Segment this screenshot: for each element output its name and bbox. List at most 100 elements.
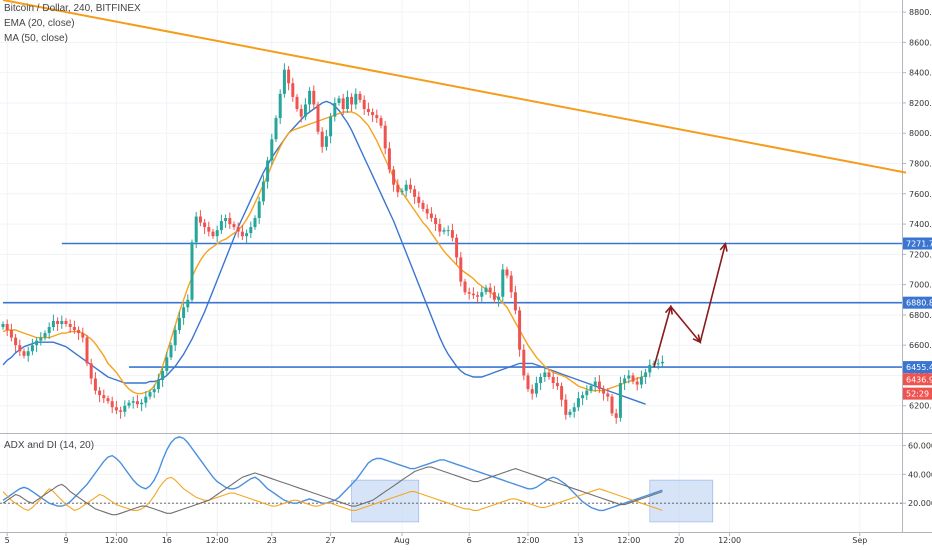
candle-body (224, 218, 228, 222)
price-tick-label: 6800.0 (909, 311, 932, 320)
candle-body (144, 396, 148, 403)
projection-arrows[interactable] (653, 241, 728, 368)
candle-body (518, 310, 522, 350)
candle-body (135, 401, 139, 405)
current-price-badge[interactable] (903, 373, 932, 386)
candle-body (30, 345, 34, 352)
candle-body (648, 364, 652, 373)
indicator-axis[interactable]: 60.0000 40.0000 20.0000 (902, 442, 932, 509)
candle-body (102, 395, 106, 399)
time-tick-label: 6 (467, 536, 472, 545)
candle-body (543, 372, 547, 377)
candle-body (198, 216, 202, 223)
candle-body (173, 330, 177, 346)
candle-body (85, 337, 89, 364)
candle-body (476, 295, 480, 297)
pane-divider[interactable] (0, 0, 932, 533)
legend-ma[interactable]: MA (50, close) (4, 33, 68, 44)
level-price-badge[interactable] (903, 237, 932, 250)
trendline[interactable] (2, 0, 907, 174)
candle-body (98, 390, 102, 396)
level-price-label: 7271.7 (906, 239, 932, 248)
candle-body (551, 376, 555, 384)
candle-body (60, 320, 64, 324)
candle-body (656, 363, 660, 365)
candle-body (522, 349, 526, 376)
level-price-badge[interactable] (903, 361, 932, 374)
highlight-box[interactable] (351, 479, 420, 523)
candle-body (56, 320, 60, 324)
arrow-head[interactable] (692, 334, 702, 344)
candle-body (623, 378, 627, 384)
time-tick-label: 12:00 (516, 536, 539, 545)
candle-body (270, 139, 274, 161)
candle-body (114, 407, 118, 411)
candle-body (358, 93, 362, 100)
candle-body (392, 169, 396, 185)
price-tick-label: 7200.0 (909, 250, 932, 259)
candle-body (211, 231, 215, 237)
adx-line (2, 436, 663, 512)
candle-body (282, 69, 286, 94)
candle-body (320, 131, 324, 147)
candle-body (190, 242, 194, 300)
candle-body (564, 399, 568, 415)
candle-body (387, 148, 391, 170)
candle-body (434, 218, 438, 225)
highlight-box[interactable] (649, 479, 714, 523)
level-price-label: 6880.8 (906, 299, 932, 308)
legend-ema[interactable]: EMA (20, close) (4, 18, 75, 29)
candle-body (366, 109, 370, 113)
time-axis[interactable]: 5 9 12:00 16 12:00 23 27 Aug 6 12:00 13 12:00 20 12:0… (5, 532, 868, 545)
arrow-head[interactable] (664, 304, 674, 315)
candle-body (425, 208, 429, 214)
candle-body (404, 184, 408, 191)
projection-path[interactable] (653, 243, 727, 368)
candlestick-series (1, 63, 664, 424)
candle-body (14, 337, 18, 346)
candle-body (9, 330, 13, 338)
legend-symbol[interactable]: Bitcoin / Dollar, 240, BITFINEX (4, 3, 141, 14)
candle-body (266, 160, 270, 182)
legend-adx[interactable]: ADX and DI (14, 20) (4, 440, 95, 451)
candle-body (148, 392, 152, 397)
candle-body (459, 257, 463, 282)
candle-body (400, 190, 404, 193)
candle-body (119, 410, 123, 412)
candle-body (572, 407, 576, 412)
candle-body (446, 230, 450, 232)
ema-20-path (2, 111, 646, 395)
time-tick-label: 9 (63, 536, 68, 545)
arrow-head[interactable] (719, 241, 728, 252)
candle-body (68, 323, 72, 328)
candle-body (5, 323, 9, 331)
time-tick-label: 12:00 (105, 536, 128, 545)
candle-body (379, 118, 383, 126)
price-tick-label: 8000.0 (909, 129, 932, 138)
candle-body (64, 320, 68, 324)
price-axis[interactable]: 8800.0 8600.0 8400.0 8200.0 8000.0 7800.0 7600… (902, 8, 932, 411)
time-tick-label: Sep (852, 536, 867, 545)
price-tick-label: 6200.0 (909, 402, 932, 411)
trendline-segment[interactable] (2, 0, 907, 174)
candle-body (576, 398, 580, 408)
candle-body (471, 293, 475, 296)
candle-body (194, 216, 198, 243)
level-price-badge[interactable] (903, 296, 932, 309)
candle-body (127, 402, 131, 406)
candle-body (43, 333, 47, 338)
candle-body (455, 237, 459, 258)
candle-body (177, 317, 181, 331)
candle-body (614, 413, 618, 418)
current-price-badge[interactable] (903, 387, 932, 400)
candle-body (534, 383, 538, 394)
indicator-tick-label: 60.0000 (908, 442, 932, 451)
candle-body (547, 372, 551, 377)
candle-body (480, 292, 484, 297)
candle-body (140, 402, 144, 405)
candle-body (618, 383, 622, 418)
candle-body (18, 345, 22, 352)
horizontal-levels[interactable] (3, 242, 902, 368)
candle-body (329, 116, 333, 137)
